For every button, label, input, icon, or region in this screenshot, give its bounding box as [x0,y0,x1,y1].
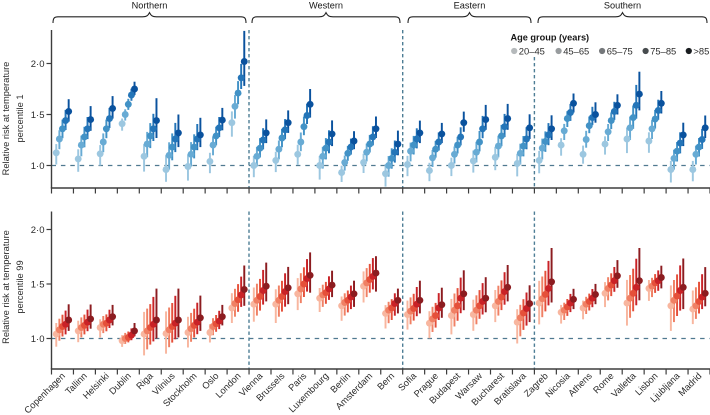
svg-text:Relative risk at temperature: Relative risk at temperature [1,230,11,344]
svg-text:2·0: 2·0 [31,59,45,70]
svg-text:Southern: Southern [604,0,641,10]
svg-text:1·0: 1·0 [31,161,45,172]
svg-text:percentile 1: percentile 1 [15,94,25,142]
svg-text:65–75: 65–75 [607,45,633,56]
svg-text:Age group (years): Age group (years) [511,33,590,43]
svg-text:>85: >85 [693,45,709,56]
svg-text:2·0: 2·0 [31,225,45,236]
svg-text:Relative risk at temperature: Relative risk at temperature [1,62,11,176]
svg-text:45–65: 45–65 [563,45,589,56]
svg-text:percentile 99: percentile 99 [15,260,25,313]
svg-text:20–45: 20–45 [519,45,545,56]
svg-text:Eastern: Eastern [454,0,486,10]
svg-text:Western: Western [309,0,343,10]
svg-text:75–85: 75–85 [650,45,676,56]
svg-text:1·0: 1·0 [31,334,45,345]
svg-text:1·5: 1·5 [31,110,45,121]
svg-text:Northern: Northern [132,0,168,10]
svg-text:1·5: 1·5 [31,279,45,290]
